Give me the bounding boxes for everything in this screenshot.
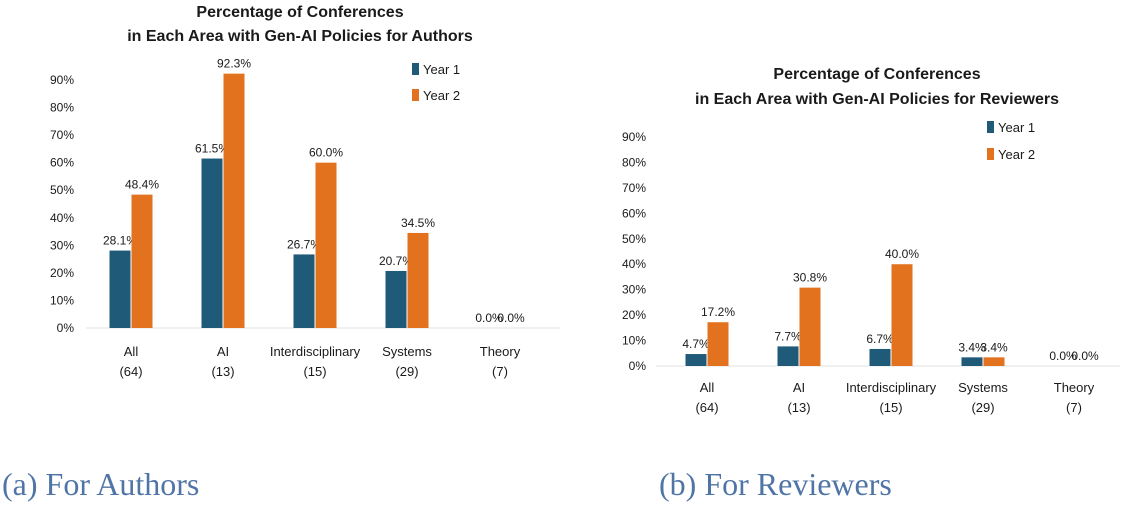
category-label: Interdisciplinary bbox=[270, 344, 361, 359]
y-tick-label: 90% bbox=[622, 130, 646, 144]
category-label: (29) bbox=[395, 364, 418, 379]
chart-title-line: in Each Area with Gen-AI Policies for Au… bbox=[127, 28, 473, 45]
category-label: (15) bbox=[879, 400, 902, 415]
data-label: 92.3% bbox=[217, 57, 251, 71]
chart-title-line: Percentage of Conferences bbox=[196, 4, 403, 21]
data-label: 6.7% bbox=[866, 332, 894, 346]
data-label: 0.0% bbox=[497, 311, 525, 325]
y-tick-label: 30% bbox=[50, 238, 74, 252]
y-tick-label: 70% bbox=[50, 128, 74, 142]
y-tick-label: 70% bbox=[622, 181, 646, 195]
bar-year1 bbox=[961, 357, 983, 366]
bar-year2 bbox=[983, 357, 1005, 366]
category-label: (13) bbox=[787, 400, 810, 415]
data-label: 28.1% bbox=[103, 234, 137, 248]
category-label: Theory bbox=[480, 344, 521, 359]
bar-year2 bbox=[799, 287, 821, 366]
bar-year2 bbox=[315, 162, 337, 328]
data-label: 60.0% bbox=[309, 146, 343, 160]
y-tick-label: 20% bbox=[622, 308, 646, 322]
category-label: (64) bbox=[695, 400, 718, 415]
bar-year1 bbox=[869, 348, 891, 366]
data-label: 0.0% bbox=[475, 311, 503, 325]
y-tick-label: 10% bbox=[50, 293, 74, 307]
chart-title-line: Percentage of Conferences bbox=[773, 66, 980, 83]
data-label: 40.0% bbox=[885, 247, 919, 261]
data-label: 0.0% bbox=[1049, 349, 1077, 363]
category-label: Systems bbox=[958, 380, 1008, 395]
category-label: (7) bbox=[492, 364, 508, 379]
y-tick-label: 40% bbox=[50, 211, 74, 225]
legend-label: Year 2 bbox=[998, 147, 1035, 162]
category-label: AI bbox=[793, 380, 805, 395]
data-label: 48.4% bbox=[125, 178, 159, 192]
y-tick-label: 60% bbox=[622, 206, 646, 220]
category-label: AI bbox=[217, 344, 229, 359]
y-tick-label: 60% bbox=[50, 156, 74, 170]
y-tick-label: 90% bbox=[50, 73, 74, 87]
data-label: 7.7% bbox=[774, 329, 802, 343]
bar-year1 bbox=[385, 270, 407, 328]
data-label: 0.0% bbox=[1071, 349, 1099, 363]
y-tick-label: 0% bbox=[629, 359, 647, 373]
category-label: Interdisciplinary bbox=[846, 380, 937, 395]
chart-title-line: in Each Area with Gen-AI Policies for Re… bbox=[695, 91, 1059, 108]
bar-year2 bbox=[891, 264, 913, 366]
y-tick-label: 50% bbox=[622, 232, 646, 246]
bar-year1 bbox=[201, 158, 223, 328]
y-tick-label: 80% bbox=[622, 155, 646, 169]
data-label: 26.7% bbox=[287, 237, 321, 251]
category-label: All bbox=[124, 344, 139, 359]
data-label: 61.5% bbox=[195, 142, 229, 156]
y-tick-label: 80% bbox=[50, 101, 74, 115]
bar-year1 bbox=[293, 254, 315, 328]
category-label: (7) bbox=[1066, 400, 1082, 415]
legend-swatch bbox=[412, 89, 419, 101]
bar-year1 bbox=[109, 250, 131, 328]
legend-swatch bbox=[987, 121, 994, 133]
caption-reviewers: (b) For Reviewers bbox=[659, 466, 892, 502]
legend-swatch bbox=[412, 63, 419, 75]
bar-year2 bbox=[407, 232, 429, 328]
category-label: (29) bbox=[971, 400, 994, 415]
legend-swatch bbox=[987, 148, 994, 160]
category-label: All bbox=[700, 380, 715, 395]
bar-year2 bbox=[131, 194, 153, 328]
category-label: Theory bbox=[1054, 380, 1095, 395]
legend-label: Year 2 bbox=[423, 88, 460, 103]
y-tick-label: 10% bbox=[622, 334, 646, 348]
data-label: 20.7% bbox=[379, 254, 413, 268]
caption-authors: (a) For Authors bbox=[2, 466, 200, 502]
bar-year2 bbox=[223, 73, 245, 328]
bar-year1 bbox=[777, 346, 799, 366]
data-label: 34.5% bbox=[401, 216, 435, 230]
data-label: 3.4% bbox=[980, 340, 1008, 354]
category-label: (64) bbox=[119, 364, 142, 379]
legend-label: Year 1 bbox=[423, 62, 460, 77]
y-tick-label: 20% bbox=[50, 266, 74, 280]
category-label: (13) bbox=[211, 364, 234, 379]
y-tick-label: 0% bbox=[57, 321, 75, 335]
data-label: 4.7% bbox=[682, 337, 710, 351]
data-label: 30.8% bbox=[793, 271, 827, 285]
bar-year2 bbox=[707, 322, 729, 366]
y-tick-label: 50% bbox=[50, 183, 74, 197]
legend-label: Year 1 bbox=[998, 120, 1035, 135]
y-tick-label: 40% bbox=[622, 257, 646, 271]
y-tick-label: 30% bbox=[622, 283, 646, 297]
data-label: 3.4% bbox=[958, 340, 986, 354]
data-label: 17.2% bbox=[701, 305, 735, 319]
bar-year1 bbox=[685, 354, 707, 366]
category-label: Systems bbox=[382, 344, 432, 359]
category-label: (15) bbox=[303, 364, 326, 379]
